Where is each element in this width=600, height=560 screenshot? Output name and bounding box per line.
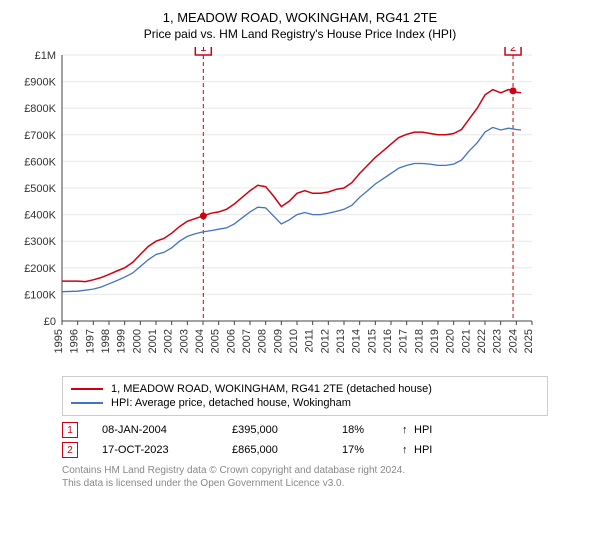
svg-text:2004: 2004 [194,329,206,353]
svg-text:2002: 2002 [163,329,175,353]
up-arrow-icon: ↑ [402,444,414,456]
svg-text:2017: 2017 [398,329,410,353]
svg-text:2003: 2003 [178,329,190,353]
svg-text:£400K: £400K [24,210,56,222]
svg-text:2019: 2019 [429,329,441,353]
svg-text:2008: 2008 [257,329,269,353]
chart-title: 1, MEADOW ROAD, WOKINGHAM, RG41 2TE [12,10,588,25]
up-arrow-icon: ↑ [402,424,414,436]
svg-text:2013: 2013 [335,329,347,353]
legend-swatch [71,388,103,390]
legend: 1, MEADOW ROAD, WOKINGHAM, RG41 2TE (det… [62,376,548,416]
chart-container: 1, MEADOW ROAD, WOKINGHAM, RG41 2TE Pric… [0,0,600,498]
svg-text:2: 2 [510,47,516,54]
svg-text:2009: 2009 [272,329,284,353]
svg-text:2007: 2007 [241,329,253,353]
svg-text:2014: 2014 [351,329,363,353]
data-point-row: 2 17-OCT-2023 £865,000 17% ↑ HPI [62,442,588,458]
chart-area: £0 £100K £200K £300K £400K £500K £600K £700K £80… [12,47,588,372]
footer-line: This data is licensed under the Open Gov… [62,477,588,490]
marker-badge: 2 [62,442,78,458]
chart-subtitle: Price paid vs. HM Land Registry's House … [12,27,588,41]
svg-text:1998: 1998 [100,329,112,353]
svg-text:£600K: £600K [24,156,56,168]
legend-swatch [71,402,103,404]
svg-text:1995: 1995 [53,329,65,353]
dp-date: 08-JAN-2004 [102,424,232,436]
legend-label: HPI: Average price, detached house, Woki… [111,397,351,409]
svg-text:£1M: £1M [35,50,56,62]
svg-text:£700K: £700K [24,130,56,142]
svg-text:1: 1 [200,47,206,54]
dp-label: HPI [414,444,432,456]
legend-label: 1, MEADOW ROAD, WOKINGHAM, RG41 2TE (det… [111,383,432,395]
legend-item: 1, MEADOW ROAD, WOKINGHAM, RG41 2TE (det… [71,383,539,395]
dp-pct: 17% [342,444,402,456]
svg-text:2020: 2020 [445,329,457,353]
line-chart-svg: £0 £100K £200K £300K £400K £500K £600K £700K £80… [12,47,542,367]
svg-text:£200K: £200K [24,263,56,275]
svg-text:£800K: £800K [24,103,56,115]
svg-text:1997: 1997 [84,329,96,353]
dp-price: £865,000 [232,444,342,456]
dp-date: 17-OCT-2023 [102,444,232,456]
svg-text:1999: 1999 [116,329,128,353]
svg-text:2010: 2010 [288,329,300,353]
svg-text:2015: 2015 [366,329,378,353]
svg-text:£900K: £900K [24,77,56,89]
svg-text:2021: 2021 [460,329,472,353]
legend-item: HPI: Average price, detached house, Woki… [71,397,539,409]
svg-text:2012: 2012 [319,329,331,353]
svg-text:2000: 2000 [131,329,143,353]
footer-line: Contains HM Land Registry data © Crown c… [62,464,588,477]
svg-text:2025: 2025 [523,329,535,353]
svg-text:2011: 2011 [304,329,316,353]
svg-text:2006: 2006 [225,329,237,353]
data-point-row: 1 08-JAN-2004 £395,000 18% ↑ HPI [62,422,588,438]
svg-text:2023: 2023 [492,329,504,353]
dp-price: £395,000 [232,424,342,436]
svg-text:1996: 1996 [69,329,81,353]
svg-text:2022: 2022 [476,329,488,353]
marker-badge: 1 [62,422,78,438]
svg-text:2001: 2001 [147,329,159,353]
svg-text:£300K: £300K [24,236,56,248]
svg-text:2005: 2005 [210,329,222,353]
svg-text:£100K: £100K [24,289,56,301]
svg-text:2016: 2016 [382,329,394,353]
svg-text:£500K: £500K [24,183,56,195]
svg-text:2018: 2018 [413,329,425,353]
svg-text:£0: £0 [44,316,56,328]
dp-pct: 18% [342,424,402,436]
svg-text:2024: 2024 [507,329,519,353]
dp-label: HPI [414,424,432,436]
footer-attribution: Contains HM Land Registry data © Crown c… [62,464,588,490]
